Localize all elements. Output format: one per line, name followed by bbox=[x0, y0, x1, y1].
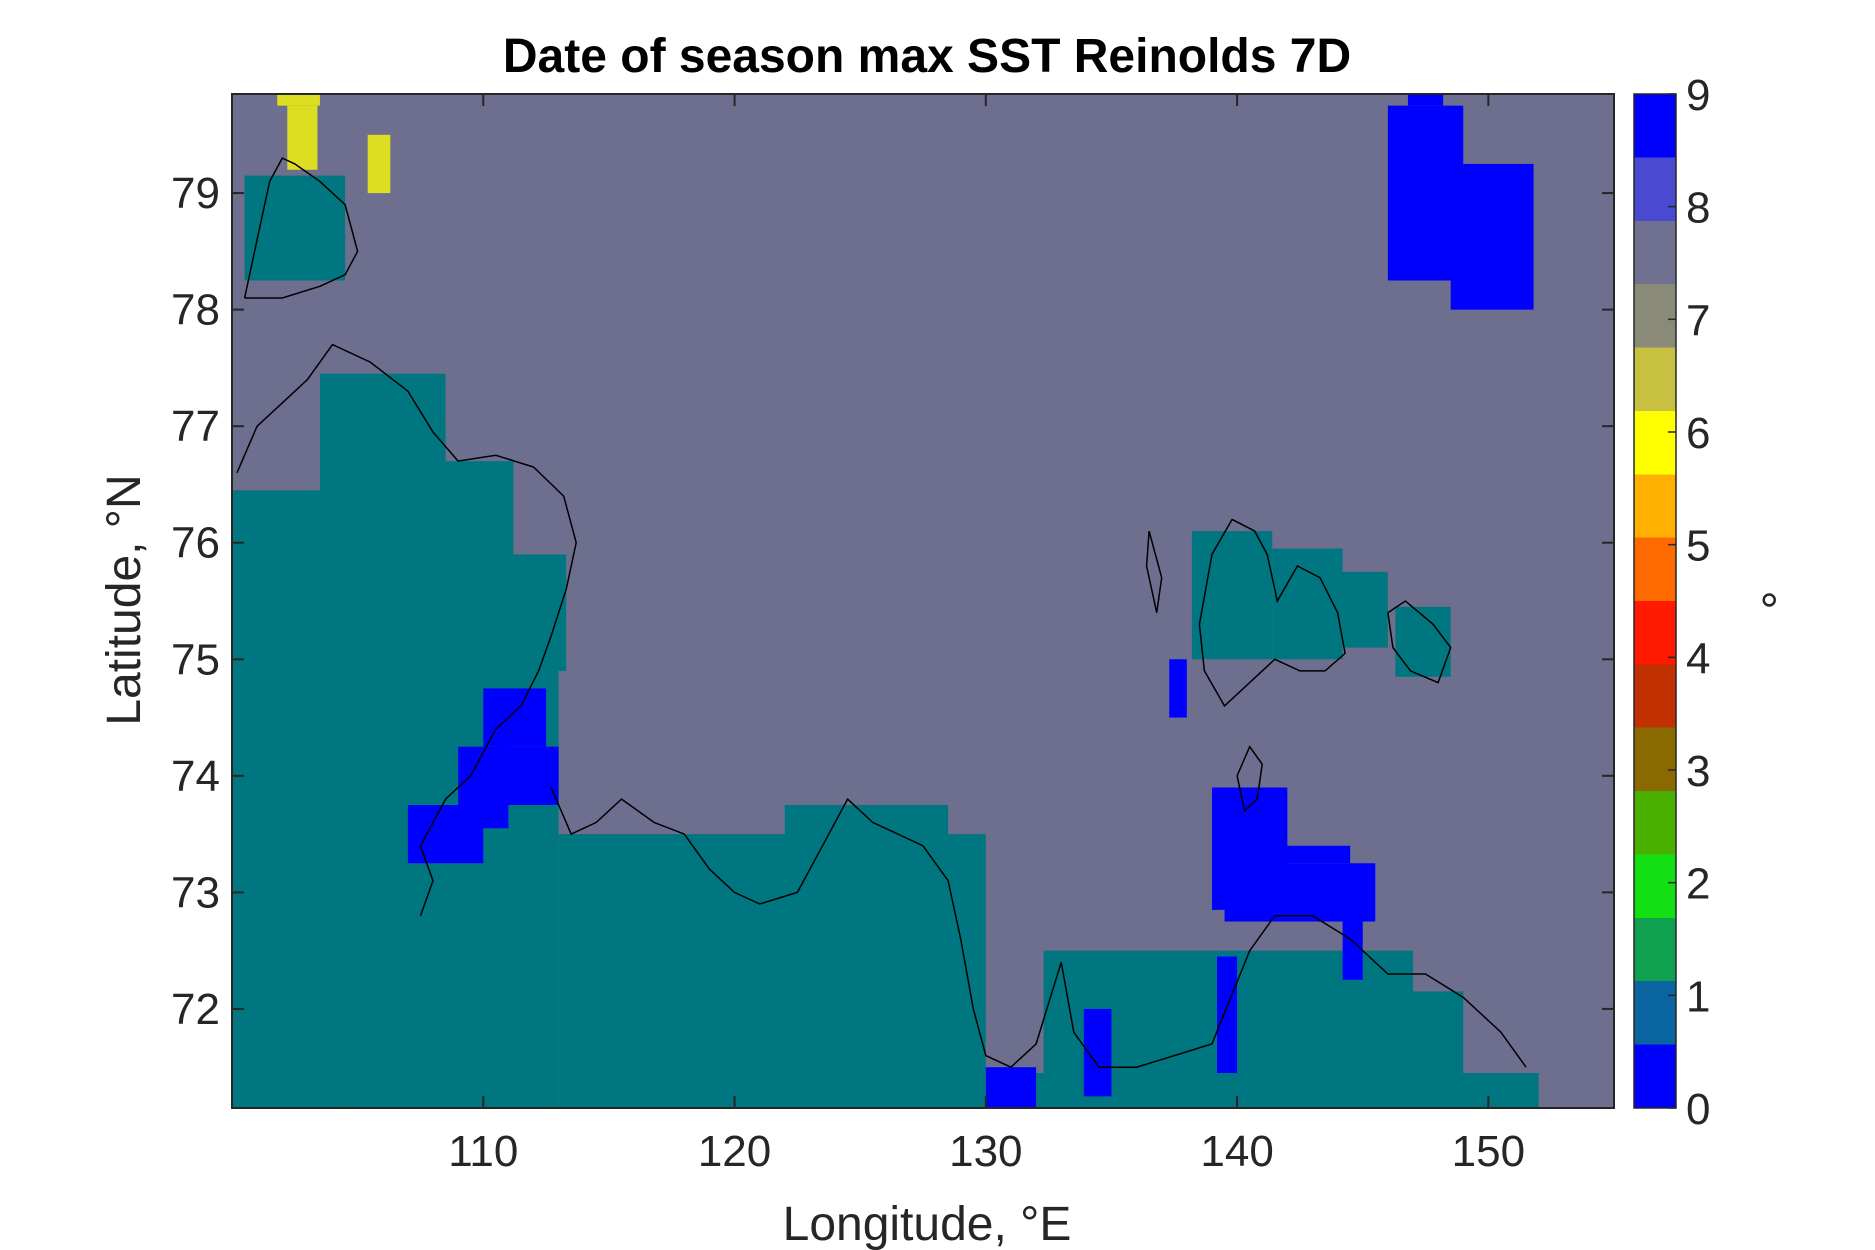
colorbar-tick-label: 7 bbox=[1686, 296, 1710, 345]
cell-blue-patches bbox=[1224, 863, 1376, 922]
cell-yellow-patches bbox=[277, 94, 320, 106]
colorbar-tick-label: 2 bbox=[1686, 860, 1710, 909]
cell-land bbox=[1325, 571, 1388, 648]
y-tick-label: 79 bbox=[171, 169, 220, 218]
coastline bbox=[1198, 518, 1346, 708]
cell-blue-patches bbox=[1237, 845, 1351, 864]
cell-yellow-patches bbox=[287, 105, 318, 170]
colorbar bbox=[1633, 93, 1677, 1109]
y-tick-label: 77 bbox=[171, 402, 220, 451]
colorbar-tick-label: 9 bbox=[1686, 71, 1710, 120]
colorbar-label: ° bbox=[1731, 590, 1784, 609]
x-tick-label: 130 bbox=[949, 1127, 1022, 1176]
cell-blue-patches bbox=[1450, 163, 1534, 310]
coastline bbox=[236, 343, 577, 916]
colorbar-tick-label: 5 bbox=[1686, 522, 1710, 571]
cell-blue-patches bbox=[1216, 956, 1238, 1074]
cell-land bbox=[244, 175, 346, 281]
cell-blue-patches bbox=[495, 746, 559, 805]
cell-blue-patches bbox=[1169, 659, 1187, 718]
x-tick-label: 150 bbox=[1452, 1127, 1525, 1176]
colorbar-tick-label: 3 bbox=[1686, 747, 1710, 796]
coastline-layer bbox=[236, 157, 1527, 1069]
cell-land bbox=[985, 1073, 1539, 1108]
y-axis-label: Latitude, °N bbox=[98, 474, 151, 725]
colorbar-ticks: 0 1 2 3 4 5 6 7 8 9 bbox=[1668, 71, 1710, 1134]
colorbar-tick-label: 0 bbox=[1686, 1085, 1710, 1134]
y-tick-label: 75 bbox=[171, 635, 220, 684]
axes-box bbox=[231, 93, 1615, 1109]
y-axis-ticks: 72 73 74 75 76 77 78 79 bbox=[171, 169, 1614, 1034]
colorbar-tick-label: 6 bbox=[1686, 409, 1710, 458]
y-tick-label: 76 bbox=[171, 519, 220, 568]
y-tick-label: 74 bbox=[171, 752, 220, 801]
cell-blue-patches bbox=[1342, 921, 1363, 980]
cell-blue-patches bbox=[483, 688, 547, 747]
x-axis-label: Longitude, °E bbox=[783, 1198, 1072, 1250]
coastline bbox=[1145, 530, 1163, 613]
x-tick-label: 120 bbox=[698, 1127, 771, 1176]
heatmap-plot-area bbox=[232, 94, 1614, 1108]
colorbar-tick-label: 1 bbox=[1686, 972, 1710, 1021]
coastline bbox=[243, 157, 359, 299]
cell-yellow-patches bbox=[367, 134, 391, 194]
cell-land bbox=[1337, 991, 1464, 1074]
cell-land bbox=[319, 373, 446, 648]
chart-title: Date of season max SST Reinolds 7D bbox=[503, 30, 1351, 83]
colorbar-tick-label: 8 bbox=[1686, 184, 1710, 233]
cell-land bbox=[445, 461, 514, 648]
cell-land bbox=[513, 554, 567, 671]
cell-land bbox=[1395, 606, 1451, 677]
cell-blue-patches bbox=[1407, 94, 1444, 106]
colorbar-tick-label: 4 bbox=[1686, 634, 1710, 683]
y-tick-label: 78 bbox=[171, 286, 220, 335]
coastline bbox=[1236, 745, 1263, 813]
coastline bbox=[1387, 600, 1452, 684]
coastline bbox=[550, 787, 1527, 1069]
x-tick-label: 110 bbox=[448, 1127, 518, 1176]
x-axis-ticks: 110 120 130 140 150 bbox=[448, 94, 1525, 1176]
y-tick-label: 72 bbox=[171, 985, 220, 1034]
cell-blue-patches bbox=[985, 1067, 1037, 1108]
y-tick-label: 73 bbox=[171, 868, 220, 917]
x-tick-label: 140 bbox=[1200, 1127, 1273, 1176]
